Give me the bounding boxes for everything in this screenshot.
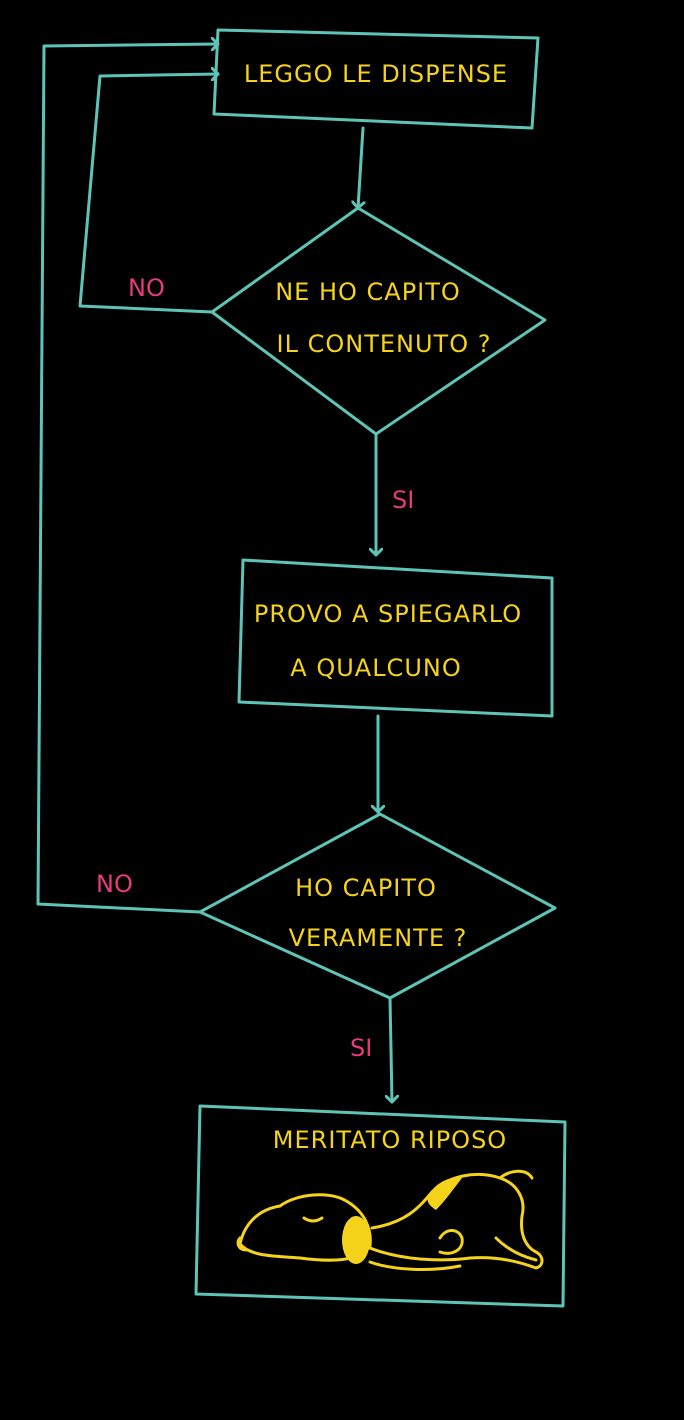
node-rest-label: MERITATO RIPOSO <box>273 1126 507 1154</box>
edge-no-loop-2: NO <box>36 44 220 914</box>
edge-no-loop-1: NO <box>78 74 220 314</box>
edge-yes-2: SI <box>350 996 392 1104</box>
edge-label-no-2: NO <box>96 870 133 898</box>
node-decision-really-line1: HO CAPITO <box>295 874 437 902</box>
node-read-notes-label: LEGGO LE DISPENSE <box>244 60 508 88</box>
node-decision-really-line2: VERAMENTE ? <box>289 924 468 952</box>
sleeping-dog-icon <box>236 1169 544 1271</box>
node-rest: MERITATO RIPOSO <box>194 1104 567 1308</box>
edge-read-to-decision1 <box>358 126 363 210</box>
node-decision-understood: NE HO CAPITO IL CONTENUTO ? <box>210 206 547 436</box>
node-decision-understood-line2: IL CONTENUTO ? <box>277 330 492 358</box>
edge-label-yes-2: SI <box>350 1034 372 1062</box>
edge-label-no-1: NO <box>128 274 165 302</box>
edge-yes-1: SI <box>376 432 414 557</box>
node-explain-line1: PROVO A SPIEGARLO <box>254 600 522 628</box>
node-decision-understood-line1: NE HO CAPITO <box>275 278 461 306</box>
node-decision-really: HO CAPITO VERAMENTE ? <box>198 812 557 1000</box>
node-explain: PROVO A SPIEGARLO A QUALCUNO <box>237 558 554 718</box>
node-read-notes: LEGGO LE DISPENSE <box>212 28 540 130</box>
edge-label-yes-1: SI <box>392 486 414 514</box>
node-explain-line2: A QUALCUNO <box>290 654 461 682</box>
